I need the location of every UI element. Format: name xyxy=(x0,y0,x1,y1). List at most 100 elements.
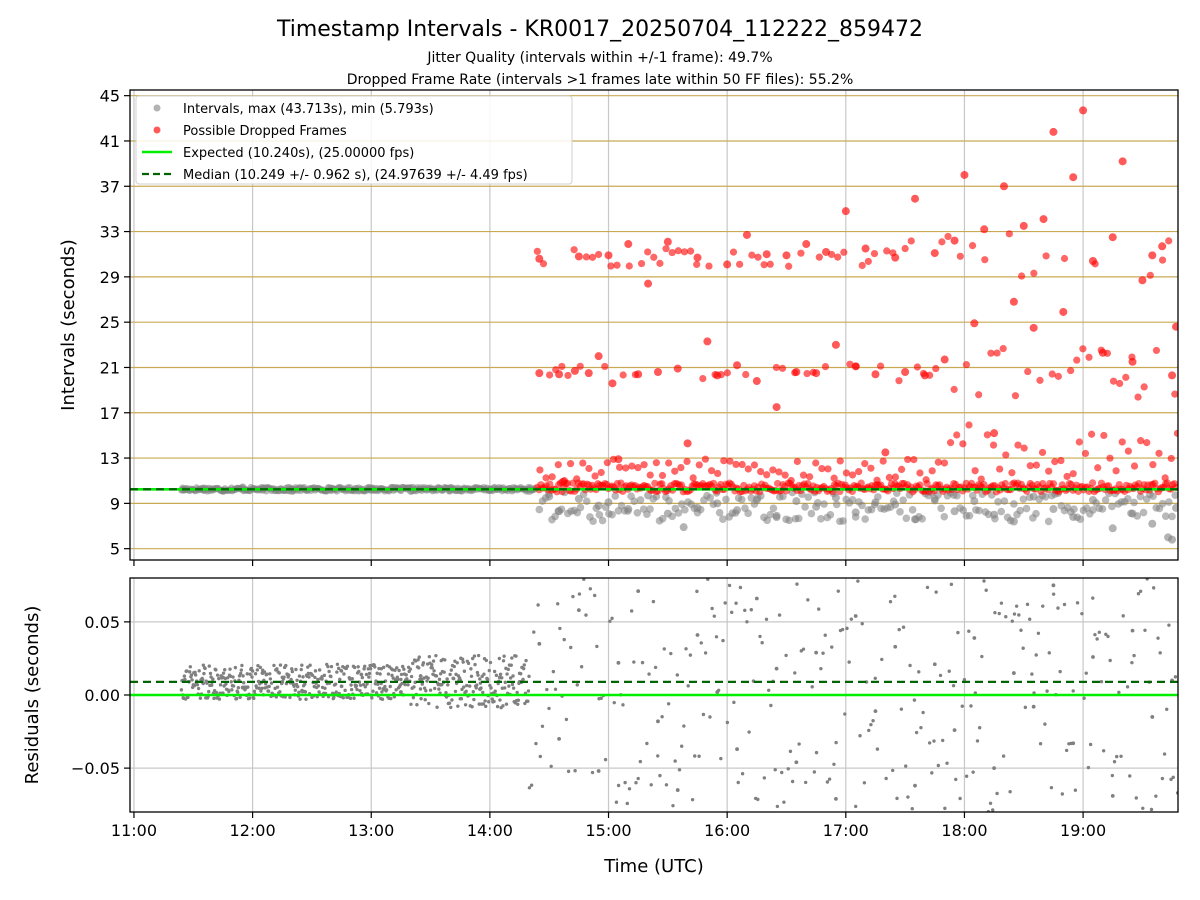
dropped-point xyxy=(1134,393,1142,401)
y-tick-label: 0.00 xyxy=(84,686,120,705)
residual-point xyxy=(814,650,819,655)
residual-point xyxy=(486,700,491,704)
residual-point xyxy=(422,686,427,690)
residual-point xyxy=(278,663,283,667)
residual-point xyxy=(521,677,525,682)
residual-point xyxy=(908,663,912,668)
dropped-point xyxy=(938,238,946,246)
interval-point xyxy=(779,492,787,501)
residual-point xyxy=(501,659,506,663)
residual-point xyxy=(473,662,477,667)
residual-point xyxy=(248,672,252,676)
residual-point xyxy=(478,677,482,681)
residual-point xyxy=(294,667,298,672)
interval-point xyxy=(911,515,920,524)
dropped-point xyxy=(895,377,903,385)
residual-point xyxy=(871,718,875,723)
dropped-point xyxy=(855,468,863,476)
interval-point xyxy=(772,511,781,520)
dropped-point xyxy=(683,457,691,466)
residual-point xyxy=(290,669,295,674)
interval-point xyxy=(908,506,917,514)
residual-point xyxy=(1021,646,1025,650)
dropped-point xyxy=(566,460,575,468)
residual-point xyxy=(504,702,509,706)
residual-point xyxy=(1158,651,1162,655)
residual-point xyxy=(606,574,609,577)
residual-point xyxy=(240,685,245,690)
residual-point xyxy=(1099,679,1104,684)
residual-point xyxy=(247,696,252,700)
dropped-point xyxy=(756,467,765,476)
x-tick-label: 16:00 xyxy=(704,821,750,840)
residual-point xyxy=(308,663,312,667)
legend-label: Median (10.249 +/- 0.962 s), (24.97639 +… xyxy=(183,168,528,183)
dropped-point xyxy=(1138,276,1147,285)
residual-point xyxy=(334,690,338,694)
dropped-point xyxy=(1057,456,1065,465)
residual-point xyxy=(701,712,706,717)
residual-point xyxy=(510,682,515,687)
residual-point xyxy=(329,664,334,669)
residual-point xyxy=(817,607,821,611)
residual-point xyxy=(732,700,736,705)
residual-point xyxy=(790,779,795,784)
interval-point xyxy=(1029,492,1038,501)
dropped-point xyxy=(841,207,850,216)
residual-point xyxy=(840,627,845,632)
interval-point xyxy=(1049,505,1058,514)
interval-point xyxy=(1019,495,1028,503)
dropped-point xyxy=(877,362,885,370)
residual-point xyxy=(616,783,621,788)
residual-point xyxy=(345,664,350,668)
residual-point xyxy=(910,807,914,811)
residual-point xyxy=(259,689,263,693)
residual-point xyxy=(472,654,477,658)
dropped-point xyxy=(885,473,893,482)
residual-point xyxy=(380,690,384,694)
residual-point xyxy=(287,673,291,677)
dropped-point xyxy=(934,458,942,466)
dropped-point xyxy=(535,369,544,378)
interval-point xyxy=(663,509,672,518)
dropped-point xyxy=(772,363,780,372)
residual-point xyxy=(610,616,614,621)
dropped-point xyxy=(535,254,544,263)
residual-point xyxy=(967,629,971,633)
dropped-point xyxy=(658,471,667,480)
residual-point xyxy=(1128,774,1132,778)
residual-point xyxy=(476,673,480,677)
dropped-point xyxy=(677,463,685,472)
dropped-point xyxy=(762,250,771,259)
interval-point xyxy=(1139,508,1148,517)
residual-point xyxy=(508,676,513,680)
residual-point xyxy=(433,686,437,691)
residual-point xyxy=(682,724,686,728)
residual-point xyxy=(684,647,688,651)
dropped-point xyxy=(769,466,777,474)
residual-point xyxy=(623,780,627,785)
residual-point xyxy=(297,674,302,678)
residual-point xyxy=(1010,619,1014,623)
interval-point xyxy=(839,517,847,525)
dropped-point xyxy=(797,249,805,257)
residual-point xyxy=(906,795,910,799)
residual-point xyxy=(913,783,917,788)
dropped-point xyxy=(1100,431,1108,440)
residual-point xyxy=(301,675,305,679)
residual-point xyxy=(236,690,240,694)
residuals-panel: 11:00 12:00 13:00 14:00 15:00 16:00 17:00 18:00… xyxy=(71,574,1179,840)
residual-point xyxy=(206,689,211,694)
dropped-point xyxy=(742,230,751,239)
residual-point xyxy=(1023,705,1028,710)
interval-point xyxy=(1108,524,1117,533)
interval-point xyxy=(665,497,673,505)
residual-point xyxy=(706,578,710,581)
residual-point xyxy=(365,682,369,686)
y-tick-label: 17 xyxy=(100,404,120,423)
residual-point xyxy=(938,673,943,678)
residual-point xyxy=(834,740,838,745)
dropped-point xyxy=(806,473,814,481)
interval-point xyxy=(737,495,746,504)
residual-point xyxy=(256,663,260,668)
